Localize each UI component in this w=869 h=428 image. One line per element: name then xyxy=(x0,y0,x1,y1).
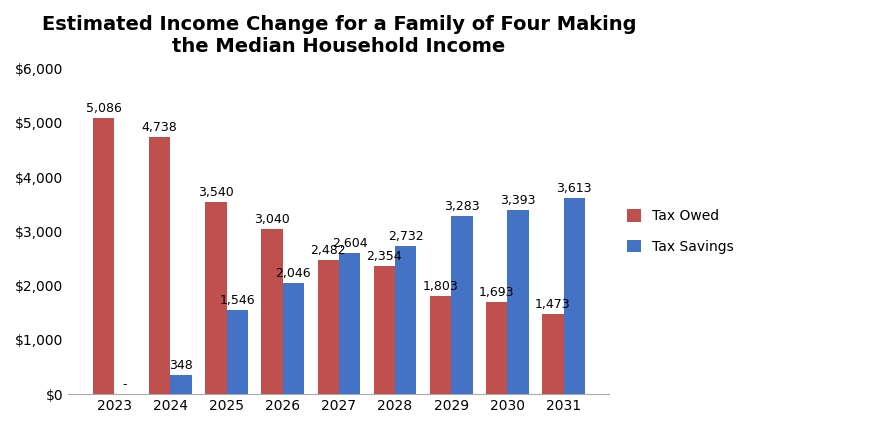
Bar xyxy=(542,314,563,394)
Bar xyxy=(563,198,585,394)
Bar xyxy=(282,283,304,394)
Bar xyxy=(227,310,248,394)
Bar xyxy=(451,216,473,394)
Bar xyxy=(205,202,227,394)
Title: Estimated Income Change for a Family of Four Making
the Median Household Income: Estimated Income Change for a Family of … xyxy=(42,15,636,56)
Text: 2,604: 2,604 xyxy=(332,237,368,250)
Bar xyxy=(507,210,528,394)
Bar xyxy=(486,302,507,394)
Text: 1,473: 1,473 xyxy=(535,298,571,311)
Text: 3,040: 3,040 xyxy=(254,213,290,226)
Text: 348: 348 xyxy=(169,359,193,372)
Bar xyxy=(262,229,282,394)
Text: 2,482: 2,482 xyxy=(310,244,346,256)
Legend: Tax Owed, Tax Savings: Tax Owed, Tax Savings xyxy=(622,203,740,259)
Bar xyxy=(430,296,451,394)
Bar xyxy=(149,137,170,394)
Text: 3,613: 3,613 xyxy=(556,182,592,195)
Bar xyxy=(374,267,395,394)
Text: -: - xyxy=(123,378,127,391)
Bar xyxy=(395,246,416,394)
Text: 1,803: 1,803 xyxy=(422,280,459,293)
Text: 2,354: 2,354 xyxy=(367,250,402,264)
Bar xyxy=(317,259,339,394)
Text: 3,393: 3,393 xyxy=(501,194,536,207)
Bar xyxy=(170,375,192,394)
Text: 3,283: 3,283 xyxy=(444,200,480,213)
Text: 5,086: 5,086 xyxy=(85,102,122,115)
Text: 4,738: 4,738 xyxy=(142,121,177,134)
Bar xyxy=(93,118,114,394)
Text: 2,046: 2,046 xyxy=(275,267,311,280)
Bar xyxy=(339,253,361,394)
Text: 1,693: 1,693 xyxy=(479,286,514,299)
Text: 1,546: 1,546 xyxy=(219,294,255,307)
Text: 2,732: 2,732 xyxy=(388,230,423,243)
Text: 3,540: 3,540 xyxy=(198,186,234,199)
